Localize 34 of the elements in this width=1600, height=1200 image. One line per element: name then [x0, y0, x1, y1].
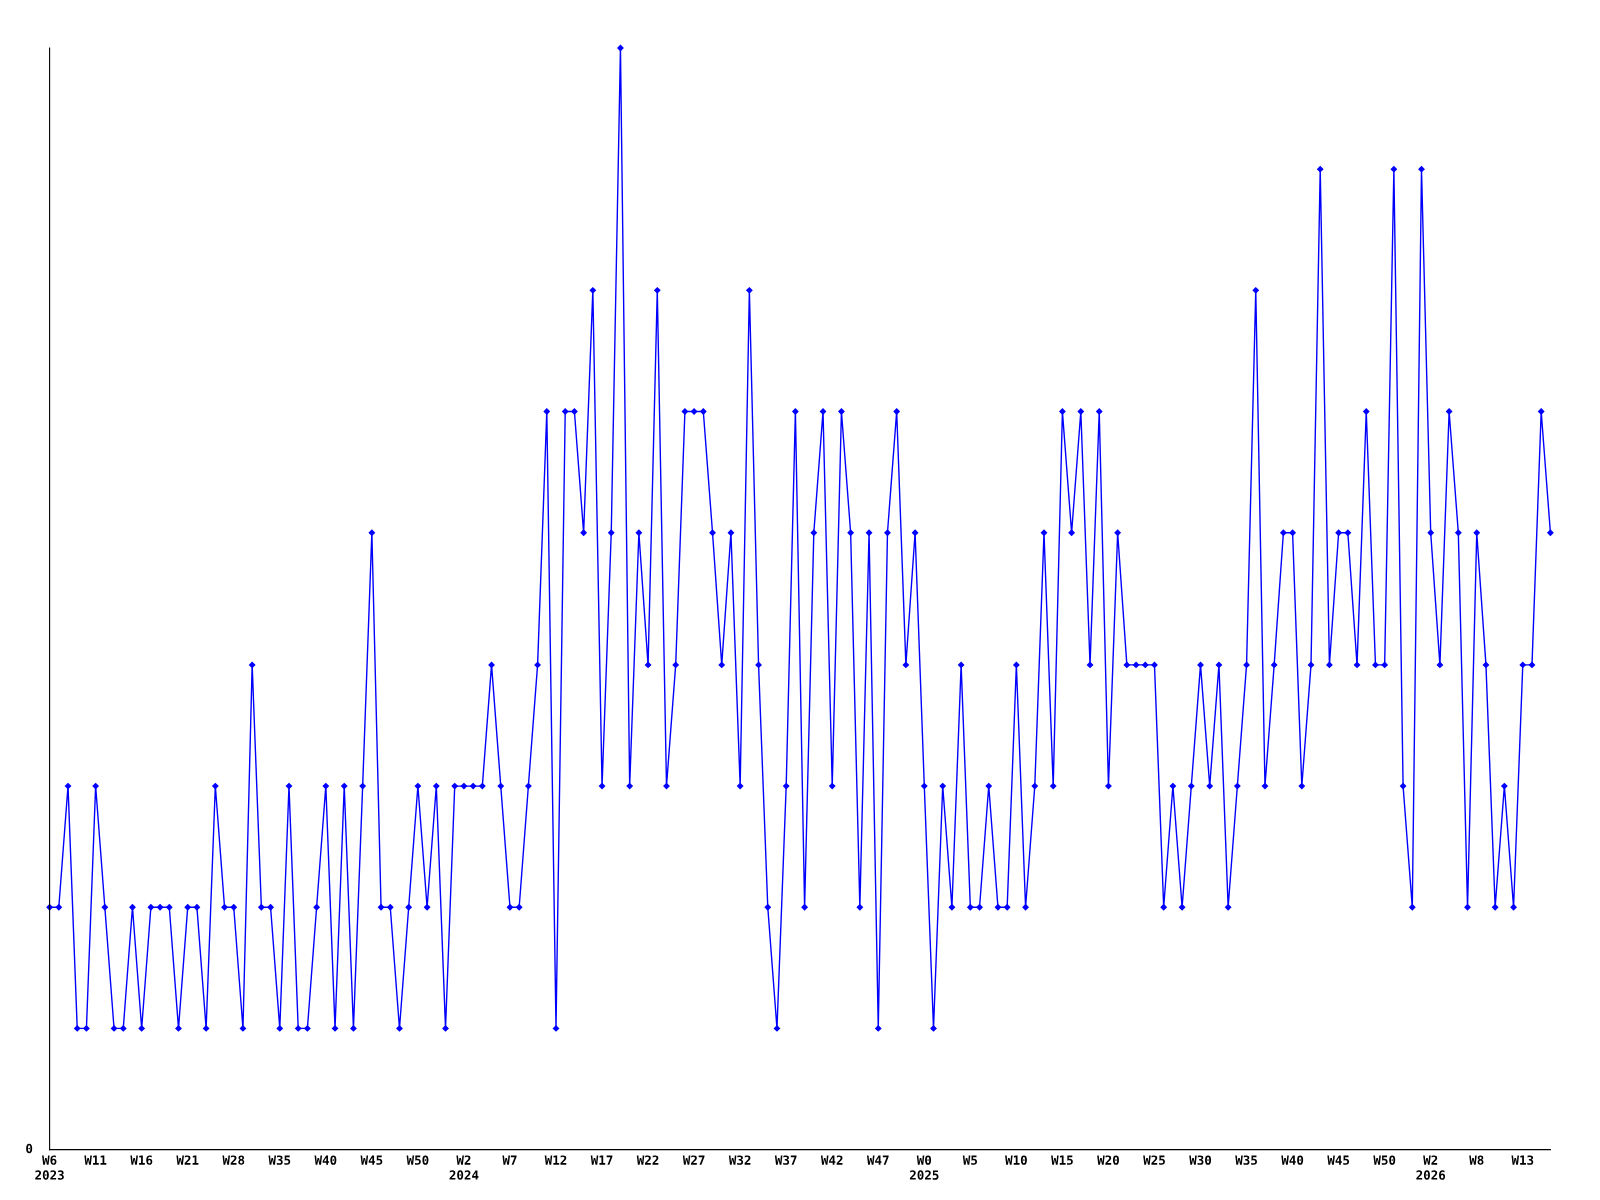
- x-tick-label: W16: [130, 1155, 153, 1165]
- x-tick-label: W47: [866, 1155, 889, 1165]
- x-tick-label: W13: [1511, 1155, 1534, 1165]
- x-tick-label: W40: [314, 1155, 337, 1165]
- x-tick-label: W30: [1189, 1155, 1212, 1165]
- x-tick-label: W22: [636, 1155, 659, 1165]
- x-tick-label: W35: [268, 1155, 291, 1165]
- x-tick-label: W21: [176, 1155, 199, 1165]
- x-tick-label: W40: [1281, 1155, 1304, 1165]
- x-tick-label: W0 2025: [909, 1155, 939, 1180]
- text: 0: [26, 1143, 33, 1154]
- x-tick-label: W50: [1373, 1155, 1396, 1165]
- x-tick-label: W5: [962, 1155, 978, 1165]
- x-tick-label: W35: [1235, 1155, 1257, 1165]
- x-tick-label: W12: [544, 1155, 567, 1165]
- x-tick-label: W15: [1051, 1155, 1073, 1165]
- x-tick-label: W27: [682, 1155, 705, 1165]
- x-tick-label: W8: [1469, 1155, 1484, 1165]
- x-tick-label: W37: [774, 1155, 797, 1165]
- x-tick-label: W25: [1143, 1155, 1165, 1165]
- x-tick-label: W50: [406, 1155, 429, 1165]
- x-tick-label: W10: [1005, 1155, 1027, 1165]
- x-tick-label: W6 2023: [35, 1155, 64, 1180]
- x-tick-label: W42: [820, 1155, 843, 1165]
- x-tick-label: W20: [1097, 1155, 1119, 1165]
- x-tick-label: W7: [502, 1155, 517, 1165]
- x-tick-label: W28: [222, 1155, 245, 1165]
- x-tick-label: W2 2024: [449, 1155, 479, 1180]
- x-tick-label: W2 2026: [1416, 1155, 1446, 1180]
- x-tick-label: W32: [728, 1155, 751, 1165]
- x-tick-label: W11: [84, 1155, 107, 1165]
- x-tick-label: W17: [590, 1155, 613, 1165]
- x-tick-label: W45: [360, 1155, 383, 1165]
- x-tick-label: W45: [1327, 1155, 1350, 1165]
